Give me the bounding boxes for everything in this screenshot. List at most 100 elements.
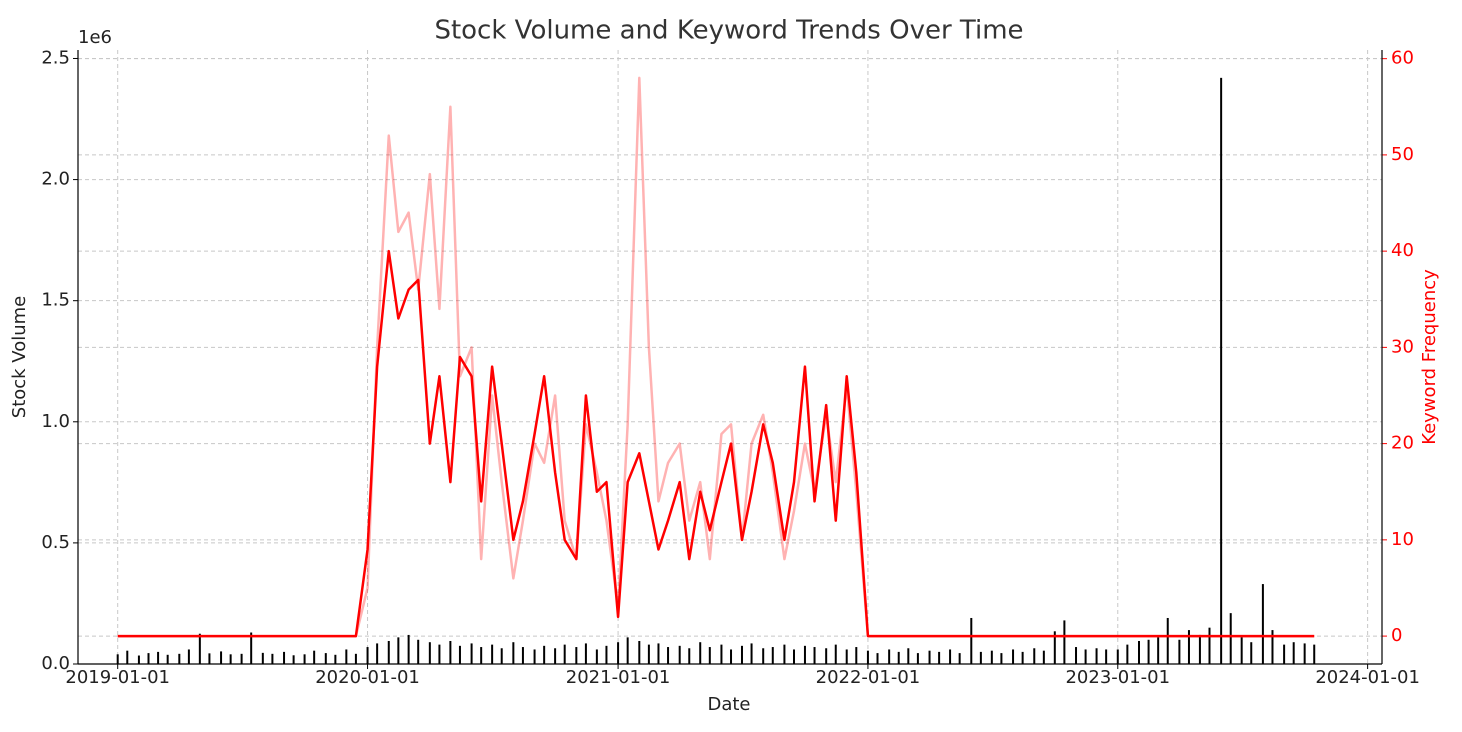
volume-bar bbox=[137, 655, 140, 664]
volume-bar bbox=[366, 647, 369, 664]
volume-bar bbox=[771, 647, 774, 664]
volume-bar bbox=[1166, 617, 1169, 664]
y-tick-label: 0.0 bbox=[41, 653, 70, 674]
volume-bar bbox=[220, 651, 223, 664]
volume-bar bbox=[845, 649, 848, 664]
volume-bar bbox=[907, 648, 910, 664]
volume-bar bbox=[1303, 643, 1306, 664]
volume-bar bbox=[376, 643, 379, 664]
volume-bar bbox=[1157, 637, 1160, 664]
volume-bar bbox=[1033, 648, 1036, 664]
volume-bar bbox=[1116, 649, 1119, 664]
volume-bar bbox=[1292, 642, 1295, 664]
volume-bar bbox=[1063, 620, 1066, 664]
x-tick-label: 2019-01-01 bbox=[65, 667, 170, 688]
volume-bar bbox=[1198, 634, 1201, 664]
volume-bar bbox=[147, 653, 150, 664]
volume-bar bbox=[708, 647, 711, 664]
volume-bar bbox=[876, 653, 879, 664]
volume-bar bbox=[407, 634, 410, 664]
volume-bar bbox=[1105, 649, 1108, 664]
volume-bar bbox=[958, 653, 961, 664]
y2-tick-label: 10 bbox=[1391, 529, 1414, 550]
volume-bar bbox=[916, 653, 919, 664]
volume-bar bbox=[970, 617, 973, 664]
volume-bar bbox=[647, 644, 650, 664]
volume-bar bbox=[979, 651, 982, 664]
volume-bar bbox=[324, 653, 327, 664]
volume-bar bbox=[500, 648, 503, 664]
volume-bar bbox=[866, 650, 869, 664]
y2-tick-label: 0 bbox=[1391, 625, 1402, 646]
volume-bar bbox=[387, 640, 390, 664]
volume-bar bbox=[116, 654, 119, 664]
y2-tick-label: 40 bbox=[1391, 240, 1414, 261]
volume-bar bbox=[438, 644, 441, 664]
volume-bar bbox=[762, 648, 765, 664]
volume-bar bbox=[667, 647, 670, 664]
volume-bar bbox=[605, 645, 608, 664]
volume-bar bbox=[187, 649, 190, 664]
y-tick-label: 2.0 bbox=[41, 169, 70, 190]
volume-bar bbox=[354, 653, 357, 664]
volume-bar bbox=[750, 643, 753, 664]
volume-bar bbox=[1126, 644, 1129, 664]
volume-bar bbox=[803, 645, 806, 664]
volume-bar bbox=[491, 644, 494, 664]
volume-bar bbox=[334, 654, 337, 664]
volume-bar bbox=[1053, 631, 1056, 664]
x-tick-label: 2020-01-01 bbox=[315, 667, 420, 688]
x-tick-label: 2021-01-01 bbox=[566, 667, 671, 688]
volume-bar bbox=[626, 637, 629, 664]
volume-bar bbox=[595, 649, 598, 664]
volume-bar bbox=[166, 654, 169, 664]
volume-bar bbox=[834, 644, 837, 664]
volume-bar bbox=[449, 640, 452, 664]
volume-bar bbox=[638, 640, 641, 664]
volume-bar bbox=[470, 643, 473, 664]
volume-bar bbox=[657, 643, 660, 664]
x-tick-label: 2024-01-01 bbox=[1315, 667, 1420, 688]
volume-bar bbox=[938, 651, 941, 664]
y-offset-label: 1e6 bbox=[78, 27, 112, 48]
volume-bar bbox=[1261, 584, 1264, 664]
volume-bar bbox=[1084, 649, 1087, 664]
volume-bar bbox=[283, 651, 286, 664]
volume-bar bbox=[813, 647, 816, 664]
volume-bar bbox=[198, 633, 201, 664]
volume-bar bbox=[825, 648, 828, 664]
volume-bar bbox=[688, 648, 691, 664]
y-tick-label: 1.0 bbox=[41, 411, 70, 432]
volume-bar bbox=[229, 654, 232, 664]
volume-bar bbox=[303, 654, 306, 664]
volume-bar bbox=[1095, 648, 1098, 664]
volume-bar bbox=[730, 649, 733, 664]
volume-bar bbox=[1000, 653, 1003, 664]
volume-bar bbox=[345, 649, 348, 664]
volume-bar bbox=[1283, 644, 1286, 664]
volume-bar bbox=[208, 653, 211, 664]
y-tick-label: 1.5 bbox=[41, 290, 70, 311]
volume-bar bbox=[617, 642, 620, 664]
volume-bar bbox=[563, 644, 566, 664]
volume-bar bbox=[313, 650, 316, 664]
volume-bar bbox=[793, 649, 796, 664]
volume-bar bbox=[512, 642, 515, 664]
volume-bar bbox=[1313, 644, 1316, 664]
volume-bar bbox=[1012, 649, 1015, 664]
keyword-line bbox=[117, 76, 1315, 638]
volume-bar bbox=[949, 649, 952, 664]
volume-bar bbox=[1042, 650, 1045, 664]
volume-bar bbox=[575, 647, 578, 664]
volume-bar bbox=[521, 647, 524, 664]
volume-bar bbox=[126, 650, 129, 664]
volume-bar bbox=[1178, 639, 1181, 664]
y-tick-label: 0.5 bbox=[41, 532, 70, 553]
x-tick-label: 2022-01-01 bbox=[816, 667, 921, 688]
x-axis-label: Date bbox=[707, 694, 750, 715]
volume-bar bbox=[855, 647, 858, 664]
volume-bar bbox=[740, 645, 743, 664]
volume-bar bbox=[990, 650, 993, 664]
volume-bar bbox=[897, 651, 900, 664]
y2-tick-label: 20 bbox=[1391, 433, 1414, 454]
